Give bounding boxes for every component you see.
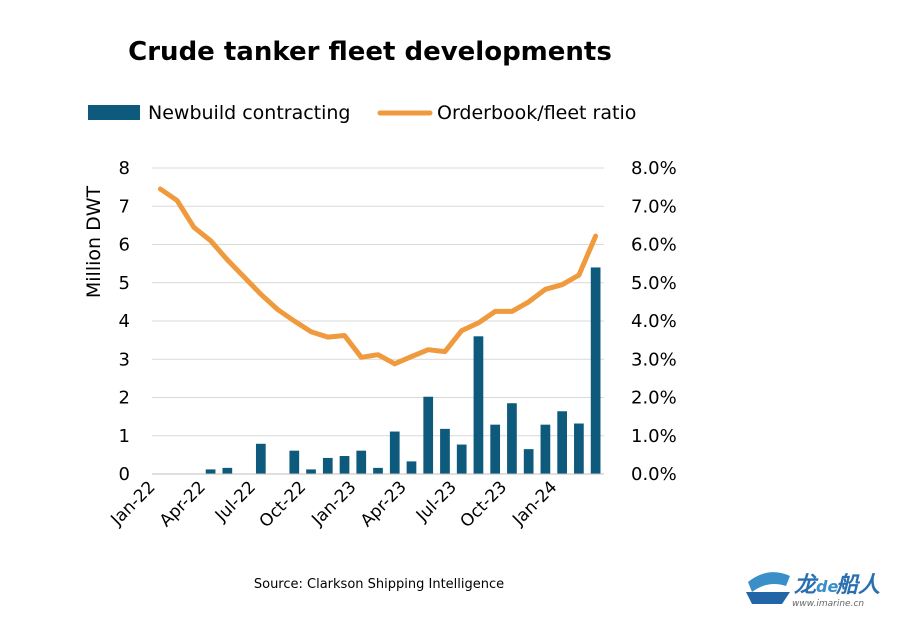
watermark-text-2: de xyxy=(816,577,838,596)
bar xyxy=(523,449,534,474)
y2-tick-label: 4.0% xyxy=(631,311,677,332)
bar xyxy=(222,467,233,474)
chart-title: Crude tanker fleet developments xyxy=(128,37,612,67)
bar xyxy=(373,467,383,474)
y2-tick-label: 8.0% xyxy=(631,158,677,179)
bar xyxy=(255,443,266,474)
legend-label-orderbook: Orderbook/fleet ratio xyxy=(437,102,636,124)
y-tick-label: 1 xyxy=(119,426,130,447)
x-tick-label: Jul-23 xyxy=(412,477,461,526)
y2-tick-label: 2.0% xyxy=(631,388,677,409)
legend-swatch-newbuild xyxy=(88,105,140,120)
watermark-text-1: 龙 xyxy=(794,573,819,598)
y2-tick-label: 7.0% xyxy=(631,196,677,217)
bar xyxy=(356,450,367,474)
series-line xyxy=(157,186,599,367)
y-tick-label: 6 xyxy=(119,235,130,256)
x-tick-label: Jan-22 xyxy=(107,477,160,530)
bar xyxy=(205,469,216,474)
x-tick-label: Oct-23 xyxy=(457,477,512,532)
source-note: Source: Clarkson Shipping Intelligence xyxy=(254,577,504,592)
y2-tick-label: 1.0% xyxy=(631,426,677,447)
bar xyxy=(423,396,434,474)
y-tick-label: 7 xyxy=(119,196,130,217)
bar xyxy=(456,444,467,474)
bar xyxy=(322,457,333,474)
x-tick-label: Apr-22 xyxy=(156,477,210,531)
gridlines xyxy=(152,167,604,437)
bar xyxy=(289,450,300,474)
y-axis-ticks: 0 1 2 3 4 5 6 7 8 xyxy=(119,158,130,485)
x-tick-label: Jan-23 xyxy=(307,477,360,530)
y-tick-label: 2 xyxy=(119,388,130,409)
legend-label-newbuild: Newbuild contracting xyxy=(148,102,351,124)
y2-tick-label: 6.0% xyxy=(631,235,677,256)
bar xyxy=(590,267,601,474)
y2-tick-label: 0.0% xyxy=(631,464,677,485)
bar xyxy=(406,461,417,474)
bar xyxy=(507,403,517,474)
y2-axis-ticks: 0.0% 1.0% 2.0% 3.0% 4.0% 5.0% 6.0% 7.0% 8.0% xyxy=(631,158,677,485)
bar xyxy=(473,336,484,474)
y-tick-label: 5 xyxy=(119,273,130,294)
x-tick-label: Jul-22 xyxy=(211,477,260,526)
y-axis-label: Million DWT xyxy=(83,185,105,298)
ship-icon xyxy=(746,572,790,604)
line-series-orderbook xyxy=(157,186,599,367)
y-tick-label: 8 xyxy=(119,158,130,179)
bar-series-newbuild xyxy=(205,267,601,474)
bar xyxy=(440,428,450,474)
bar xyxy=(306,469,316,474)
watermark-text-3: 船人 xyxy=(835,572,881,598)
watermark-url: www.imarine.cn xyxy=(792,599,864,609)
bar xyxy=(389,431,400,474)
bar xyxy=(574,423,584,474)
y-tick-label: 0 xyxy=(119,464,130,485)
legend: Newbuild contracting Orderbook/fleet rat… xyxy=(88,102,636,124)
y2-tick-label: 5.0% xyxy=(631,273,677,294)
bar xyxy=(540,424,551,474)
bar xyxy=(339,456,350,474)
x-tick-label: Oct-22 xyxy=(256,477,311,532)
y-tick-label: 4 xyxy=(119,311,130,332)
x-tick-label: Apr-23 xyxy=(357,477,411,531)
y-tick-label: 3 xyxy=(119,349,130,370)
bar xyxy=(490,424,501,474)
watermark-logo: 龙 de 船人 www.imarine.cn xyxy=(746,572,881,609)
x-tick-label: Jan-24 xyxy=(508,477,561,530)
y2-tick-label: 3.0% xyxy=(631,349,677,370)
bar xyxy=(557,411,568,474)
